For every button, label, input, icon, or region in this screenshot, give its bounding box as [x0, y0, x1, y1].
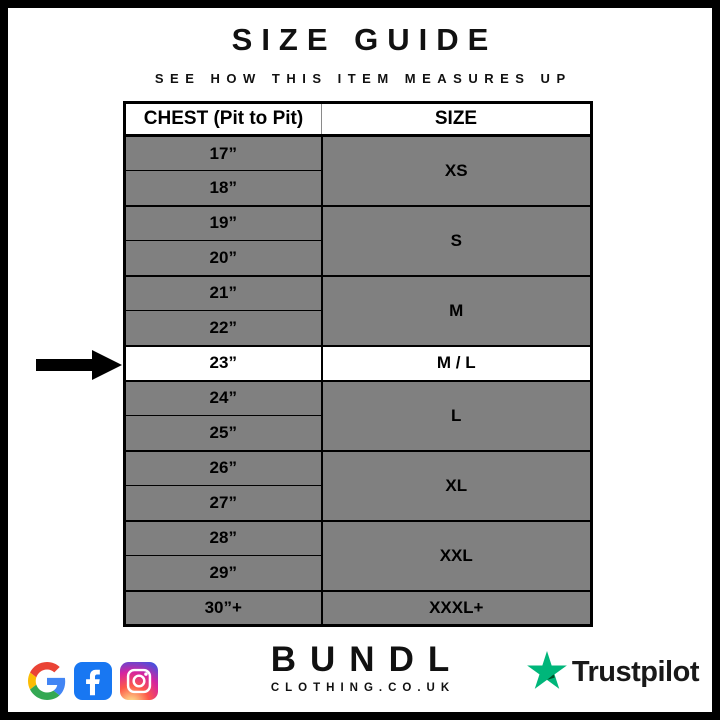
table-row: 24” L: [124, 379, 592, 451]
size-label-cell: M: [320, 274, 592, 346]
table-header-row: CHEST (Pit to Pit) SIZE: [124, 102, 592, 137]
chest-measurement-cell: 20”: [124, 240, 322, 276]
table-row: 21” M: [124, 274, 592, 346]
table-row: 28” XXL: [124, 519, 592, 591]
chest-measurement-cell: 17”: [124, 134, 322, 171]
size-label-cell: M / L: [320, 344, 592, 381]
chest-measurement-cell: 18”: [124, 170, 322, 206]
trustpilot-label: Trustpilot: [571, 656, 700, 688]
chest-measurement-cell: 28”: [124, 519, 322, 556]
size-label-cell: L: [320, 379, 592, 451]
table-row: 27”: [124, 485, 592, 521]
size-label-cell: XL: [320, 449, 592, 521]
table-row: 23” M / L: [124, 344, 592, 381]
social-icons: [28, 662, 158, 700]
table-row: 19” S: [124, 204, 592, 276]
table-row: 18”: [124, 170, 592, 206]
instagram-icon: [120, 662, 158, 700]
chest-measurement-cell: 25”: [124, 415, 322, 451]
chest-measurement-cell: 23”: [124, 344, 322, 381]
chest-measurement-cell: 22”: [124, 310, 322, 346]
trustpilot-logo: Trustpilot: [527, 651, 700, 694]
brand-name: BUNDL: [270, 640, 464, 680]
table-row: 22”: [124, 310, 592, 346]
table-row: 30”+ XXXL+: [124, 589, 592, 626]
chest-measurement-cell: 21”: [124, 274, 322, 311]
table-row: 17” XS: [124, 134, 592, 206]
size-label-cell: S: [320, 204, 592, 276]
chest-measurement-cell: 29”: [124, 555, 322, 591]
brand-logo: BUNDL CLOTHING.CO.UK: [8, 640, 712, 694]
table-row: 26” XL: [124, 449, 592, 521]
page-title: SIZE GUIDE: [231, 22, 498, 57]
brand-domain: CLOTHING.CO.UK: [270, 682, 456, 694]
trustpilot-star-icon: [527, 651, 567, 694]
highlight-arrow-icon: [36, 348, 124, 382]
chest-measurement-cell: 30”+: [124, 589, 322, 626]
size-table: CHEST (Pit to Pit) SIZE 17” XS 18” 19” S 20” 2…: [123, 101, 593, 627]
chest-measurement-cell: 26”: [124, 449, 322, 486]
table-row: 29”: [124, 555, 592, 591]
google-icon: [28, 662, 66, 700]
facebook-icon: [74, 662, 112, 700]
page-subtitle: SEE HOW THIS ITEM MEASURES UP: [154, 71, 572, 86]
column-header-chest: CHEST (Pit to Pit): [124, 102, 322, 137]
table-row: 25”: [124, 415, 592, 451]
size-label-cell: XS: [320, 134, 592, 206]
chest-measurement-cell: 19”: [124, 204, 322, 241]
chest-measurement-cell: 24”: [124, 379, 322, 416]
column-header-size: SIZE: [321, 102, 592, 137]
size-label-cell: XXL: [320, 519, 592, 591]
size-label-cell: XXXL+: [320, 589, 592, 626]
table-row: 20”: [124, 240, 592, 276]
chest-measurement-cell: 27”: [124, 485, 322, 521]
